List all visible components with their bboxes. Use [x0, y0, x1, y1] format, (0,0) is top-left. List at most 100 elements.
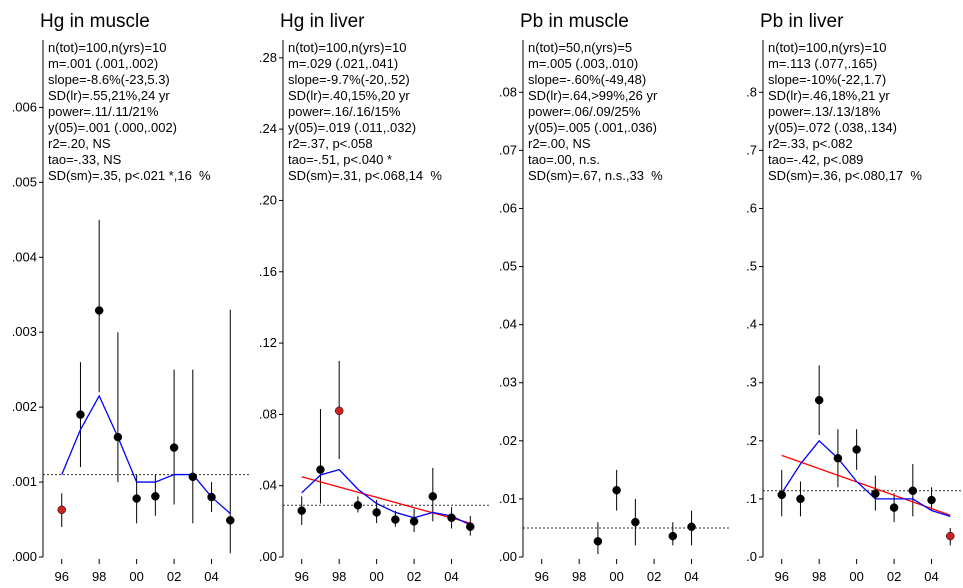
- stat-line: SD(lr)=.46,18%,21 yr: [768, 88, 890, 103]
- mean-point: [113, 432, 123, 442]
- y-tick-label: .004: [12, 249, 37, 264]
- smooth-line: [781, 439, 951, 517]
- stat-line: n(tot)=50,n(yrs)=5: [528, 40, 632, 55]
- stat-line: m=.005 (.003,.010): [528, 56, 638, 71]
- stat-line: tao=-.33, NS: [48, 152, 122, 167]
- y-tick-label: .006: [12, 99, 37, 114]
- stat-line: SD(sm)=.35, p<.021 *,16 %: [48, 168, 211, 183]
- mean-point: [668, 531, 678, 541]
- mean-point: [852, 445, 861, 454]
- mean-point: [889, 503, 899, 512]
- mean-point: [207, 492, 216, 502]
- y-tick-label: .06: [499, 200, 517, 215]
- x-tick-label: 02: [167, 569, 181, 584]
- stat-line: n(tot)=100,n(yrs)=10: [768, 40, 887, 55]
- stat-line: tao=-.51, p<.040 *: [288, 152, 392, 167]
- stat-line: power=.13/.13/18%: [768, 104, 881, 119]
- stat-line: y(05)=.001 (.000,.002): [48, 120, 177, 135]
- smooth-line: [61, 394, 231, 515]
- mean-point: [188, 472, 198, 482]
- y-tick-label: .03: [499, 375, 517, 390]
- x-tick-label: 04: [444, 569, 458, 584]
- mean-point: [94, 306, 104, 315]
- x-tick-label: 04: [684, 569, 698, 584]
- mean-point: [76, 410, 85, 419]
- y-tick-label: .7: [746, 142, 757, 157]
- y-tick-label: .02: [499, 433, 517, 448]
- y-tick-label: .24: [259, 121, 277, 136]
- y-tick-label: .08: [499, 84, 517, 99]
- panel-title: Hg in liver: [280, 11, 365, 32]
- stat-line: slope=-9.7%(-20,.52): [288, 72, 410, 87]
- stat-line: SD(sm)=.67, n.s.,33 %: [528, 168, 663, 183]
- stat-line: r2=.37, p<.058: [288, 136, 373, 151]
- mean-point: [946, 531, 955, 541]
- y-tick-label: .28: [259, 50, 277, 65]
- x-tick-label: 96: [294, 569, 308, 584]
- y-tick-label: .20: [259, 192, 277, 207]
- x-tick-label: 02: [647, 569, 661, 584]
- x-tick-label: 00: [609, 569, 623, 584]
- smooth-line: [301, 468, 471, 526]
- stat-line: power=.16/.16/15%: [288, 104, 401, 119]
- mean-point: [927, 495, 936, 505]
- stat-line: power=.06/.09/25%: [528, 104, 641, 119]
- stat-line: m=.001 (.001,.002): [48, 56, 158, 71]
- stat-line: slope=-8.6%(-23,5.3): [48, 72, 170, 87]
- stat-line: SD(sm)=.36, p<.080,17 %: [768, 168, 922, 183]
- y-tick-label: .00: [259, 549, 277, 564]
- x-tick-label: 98: [92, 569, 106, 584]
- stat-line: SD(lr)=.40,15%,20 yr: [288, 88, 410, 103]
- stat-line: r2=.33, p<.082: [768, 136, 853, 151]
- y-tick-label: .001: [12, 474, 37, 489]
- mean-point: [151, 492, 160, 501]
- y-tick-label: .01: [499, 491, 517, 506]
- stat-line: r2=.00, NS: [528, 136, 591, 151]
- mean-point: [428, 492, 438, 501]
- x-tick-label: 00: [849, 569, 863, 584]
- mean-point: [353, 501, 363, 510]
- mean-point: [409, 517, 419, 526]
- stat-line: power=.11/.11/21%: [48, 104, 159, 119]
- mean-point: [466, 522, 475, 531]
- y-tick-label: .12: [259, 335, 277, 350]
- y-tick-label: .2: [746, 433, 757, 448]
- panel-title: Hg in muscle: [40, 11, 150, 32]
- stat-line: m=.029 (.021,.041): [288, 56, 398, 71]
- mean-point: [814, 395, 824, 405]
- mean-point: [391, 515, 400, 524]
- mean-point: [169, 443, 179, 452]
- panel-title: Pb in liver: [760, 11, 844, 32]
- stat-line: y(05)=.019 (.011,.032): [288, 120, 416, 135]
- stat-line: tao=.00, n.s.: [528, 152, 600, 167]
- y-tick-label: .005: [12, 174, 37, 189]
- x-tick-label: 00: [369, 569, 383, 584]
- mean-point: [316, 465, 325, 474]
- mean-point: [908, 486, 918, 496]
- y-tick-label: .002: [12, 399, 37, 414]
- y-tick-label: .0: [746, 549, 757, 564]
- stat-line: y(05)=.072 (.038,.134): [768, 120, 897, 135]
- mean-point: [612, 485, 621, 495]
- y-tick-label: .1: [746, 491, 757, 506]
- mean-point: [57, 505, 66, 515]
- mean-point: [132, 494, 141, 503]
- mean-point: [777, 490, 786, 500]
- x-tick-label: 04: [204, 569, 218, 584]
- y-tick-label: .003: [12, 324, 37, 339]
- x-tick-label: 98: [572, 569, 586, 584]
- x-tick-label: 96: [54, 569, 68, 584]
- mean-point: [593, 537, 603, 546]
- mean-point: [833, 453, 843, 463]
- y-tick-label: .6: [746, 200, 757, 215]
- y-tick-label: .16: [259, 264, 277, 279]
- stat-line: SD(lr)=.64,>99%,26 yr: [528, 88, 658, 103]
- stat-line: n(tot)=100,n(yrs)=10: [288, 40, 407, 55]
- x-tick-label: 00: [129, 569, 143, 584]
- mean-point: [796, 494, 805, 504]
- mean-point: [631, 517, 640, 527]
- y-tick-label: .07: [499, 142, 517, 157]
- y-tick-label: .04: [499, 317, 517, 332]
